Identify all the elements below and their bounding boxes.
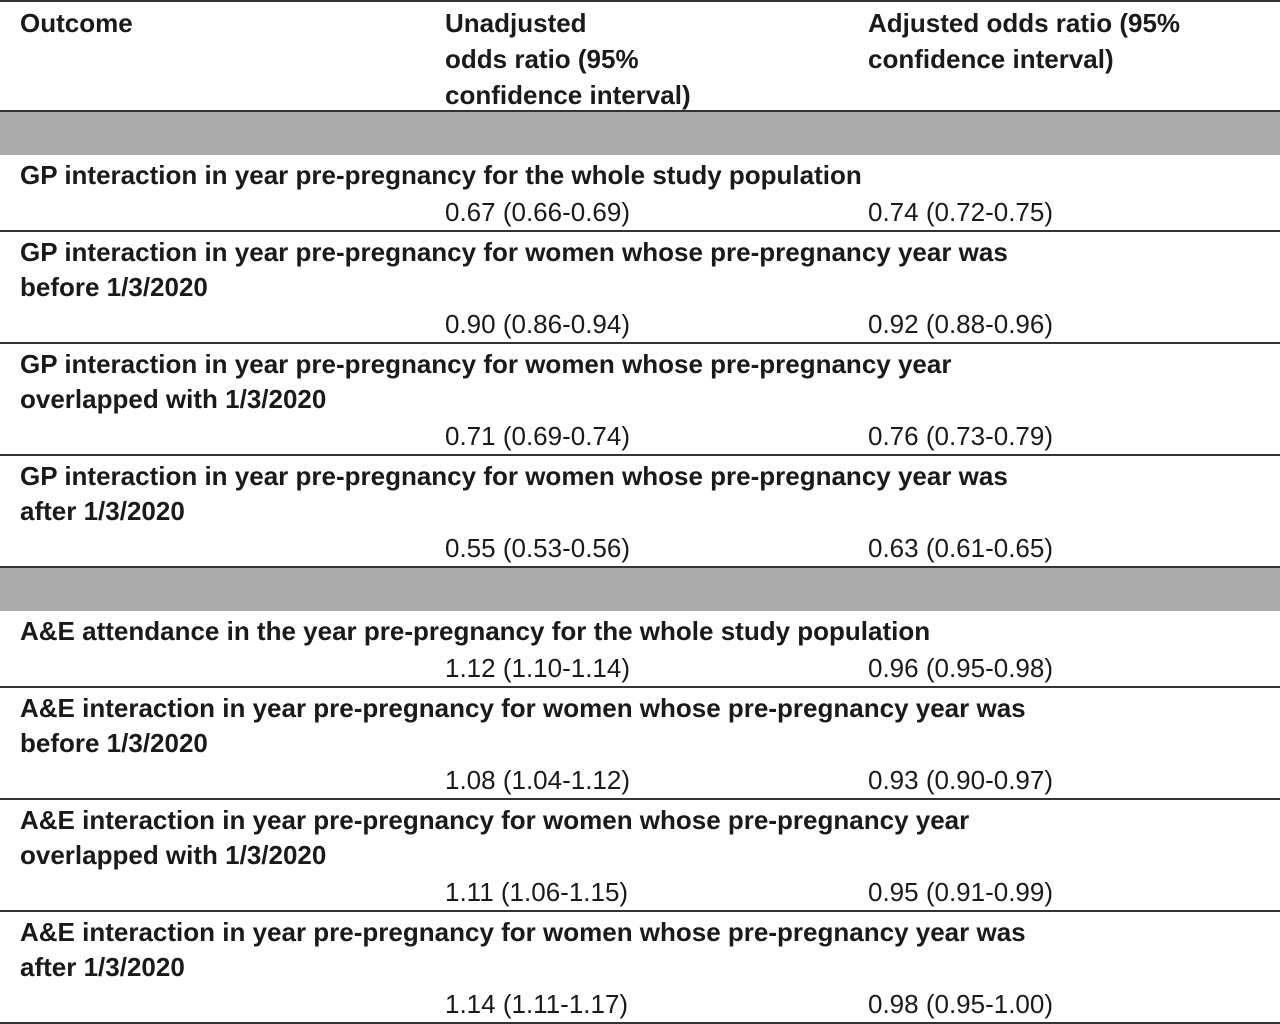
adjusted-value: 0.74 (0.72-0.75) bbox=[868, 197, 1054, 227]
header-unadjusted-line: odds ratio (95% bbox=[445, 44, 639, 74]
outcome-label-line: GP interaction in year pre-pregnancy for… bbox=[20, 349, 952, 379]
unadjusted-value: 0.71 (0.69-0.74) bbox=[445, 421, 631, 451]
header-adjusted: Adjusted odds ratio (95% confidence inte… bbox=[868, 5, 1180, 77]
header-unadjusted: Unadjusted odds ratio (95% confidence in… bbox=[445, 5, 691, 113]
unadjusted-value: 0.90 (0.86-0.94) bbox=[445, 309, 631, 339]
outcome-label-line: GP interaction in year pre-pregnancy for… bbox=[20, 237, 1008, 267]
header-unadjusted-line: Unadjusted bbox=[445, 8, 587, 38]
outcome-label: A&E attendance in the year pre-pregnancy… bbox=[20, 614, 1270, 649]
row-rule bbox=[0, 798, 1280, 800]
row-rule bbox=[0, 566, 1280, 568]
outcome-label: GP interaction in year pre-pregnancy for… bbox=[20, 235, 1270, 305]
outcome-label-line: before 1/3/2020 bbox=[20, 728, 208, 758]
outcome-label-line: A&E interaction in year pre-pregnancy fo… bbox=[20, 805, 970, 835]
outcome-label: GP interaction in year pre-pregnancy for… bbox=[20, 158, 1270, 193]
adjusted-value: 0.95 (0.91-0.99) bbox=[868, 877, 1054, 907]
outcome-label-line: A&E attendance in the year pre-pregnancy… bbox=[20, 616, 931, 646]
row-rule bbox=[0, 454, 1280, 456]
adjusted-value: 0.92 (0.88-0.96) bbox=[868, 309, 1054, 339]
outcome-label-line: A&E interaction in year pre-pregnancy fo… bbox=[20, 917, 1026, 947]
header-adjusted-line: confidence interval) bbox=[868, 44, 1114, 74]
header-outcome: Outcome bbox=[20, 8, 133, 38]
adjusted-value: 0.63 (0.61-0.65) bbox=[868, 533, 1054, 563]
row-rule bbox=[0, 230, 1280, 232]
outcome-label: A&E interaction in year pre-pregnancy fo… bbox=[20, 803, 1270, 873]
outcome-label: A&E interaction in year pre-pregnancy fo… bbox=[20, 691, 1270, 761]
outcome-label: GP interaction in year pre-pregnancy for… bbox=[20, 459, 1270, 529]
outcome-label-line: after 1/3/2020 bbox=[20, 496, 185, 526]
adjusted-value: 0.93 (0.90-0.97) bbox=[868, 765, 1054, 795]
header-adjusted-line: Adjusted odds ratio (95% bbox=[868, 8, 1181, 38]
adjusted-value: 0.98 (0.95-1.00) bbox=[868, 989, 1054, 1019]
section-band bbox=[0, 112, 1280, 155]
unadjusted-value: 0.67 (0.66-0.69) bbox=[445, 197, 631, 227]
adjusted-value: 0.96 (0.95-0.98) bbox=[868, 653, 1054, 683]
row-rule bbox=[0, 342, 1280, 344]
table-top-rule bbox=[0, 0, 1280, 2]
outcome-label-line: GP interaction in year pre-pregnancy for… bbox=[20, 160, 862, 190]
table-header: Outcome Unadjusted odds ratio (95% confi… bbox=[0, 0, 1280, 110]
adjusted-value: 0.76 (0.73-0.79) bbox=[868, 421, 1054, 451]
outcome-label-line: A&E interaction in year pre-pregnancy fo… bbox=[20, 693, 1026, 723]
outcome-label-line: before 1/3/2020 bbox=[20, 272, 208, 302]
header-bottom-rule bbox=[0, 110, 1280, 112]
outcome-label: A&E interaction in year pre-pregnancy fo… bbox=[20, 915, 1270, 985]
outcome-label-line: GP interaction in year pre-pregnancy for… bbox=[20, 461, 1008, 491]
outcome-label-line: overlapped with 1/3/2020 bbox=[20, 840, 327, 870]
header-unadjusted-line: confidence interval) bbox=[445, 80, 691, 110]
unadjusted-value: 1.12 (1.10-1.14) bbox=[445, 653, 631, 683]
row-rule bbox=[0, 910, 1280, 912]
outcome-label-line: after 1/3/2020 bbox=[20, 952, 185, 982]
unadjusted-value: 0.55 (0.53-0.56) bbox=[445, 533, 631, 563]
row-rule bbox=[0, 686, 1280, 688]
section-band bbox=[0, 568, 1280, 611]
outcome-label-line: overlapped with 1/3/2020 bbox=[20, 384, 327, 414]
unadjusted-value: 1.11 (1.06-1.15) bbox=[445, 877, 629, 907]
outcome-label: GP interaction in year pre-pregnancy for… bbox=[20, 347, 1270, 417]
unadjusted-value: 1.14 (1.11-1.17) bbox=[445, 989, 629, 1019]
unadjusted-value: 1.08 (1.04-1.12) bbox=[445, 765, 631, 795]
